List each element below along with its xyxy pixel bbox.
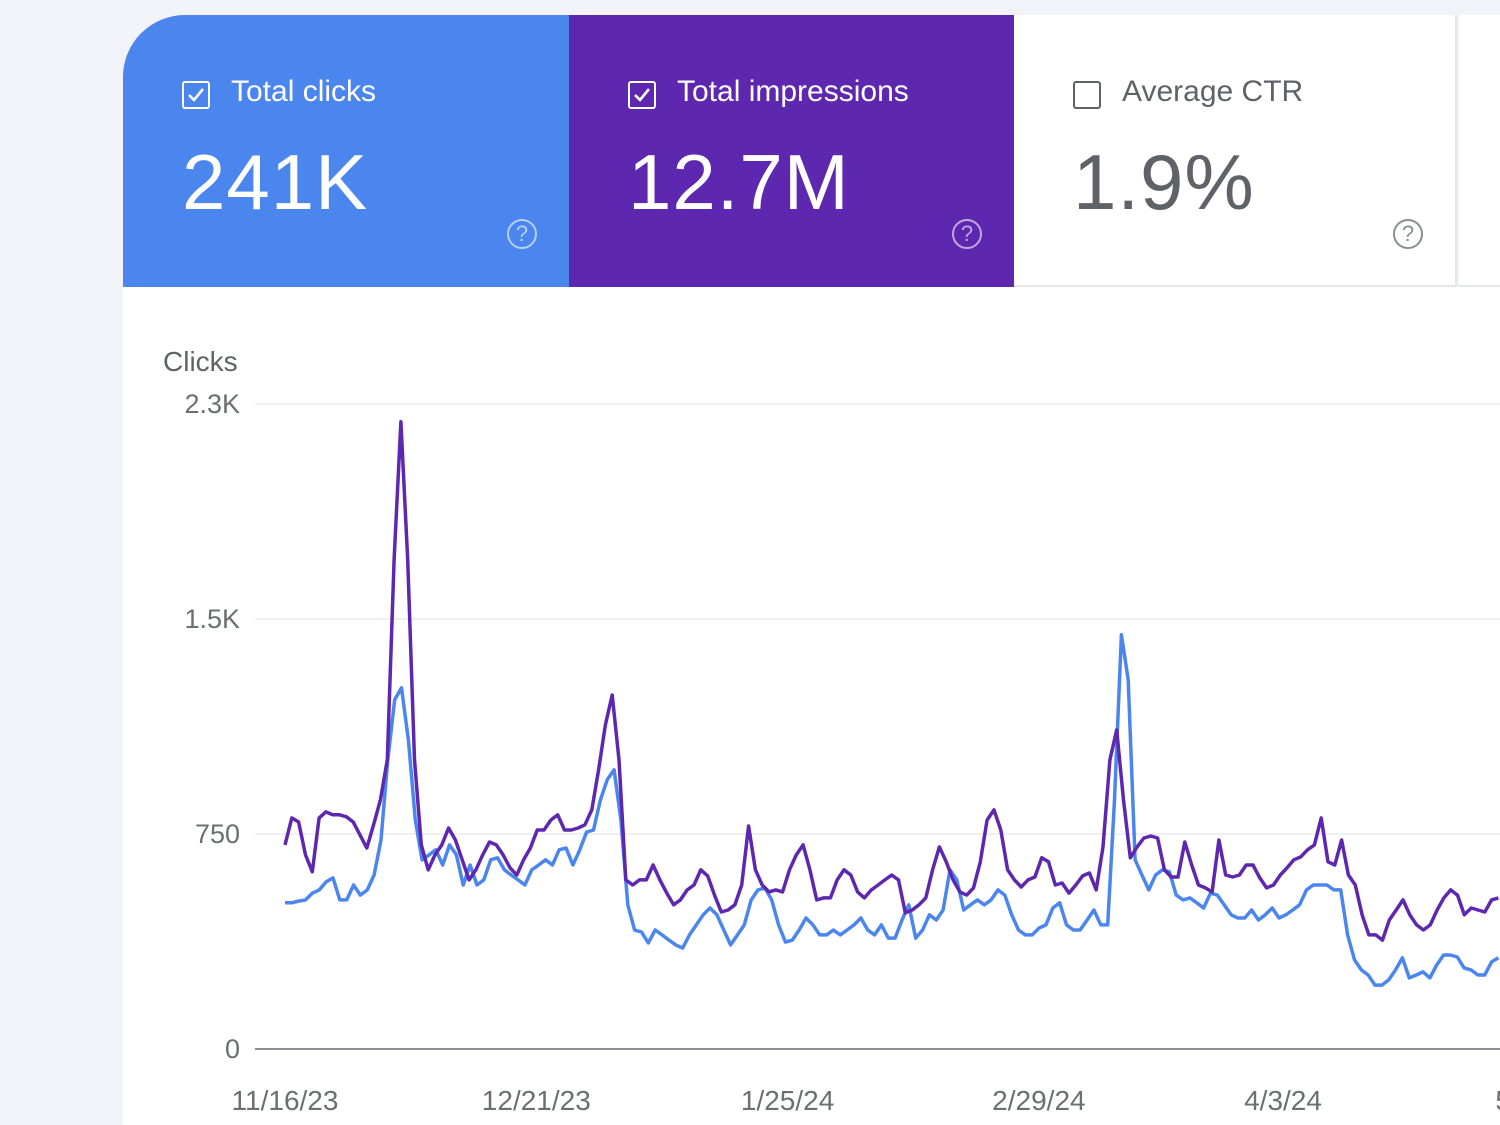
checkbox-checked-icon[interactable]	[628, 81, 656, 109]
metric-card-total-impressions[interactable]: Total impressions 12.7M ?	[569, 15, 1014, 287]
x-tick-label: 12/21/23	[481, 1085, 591, 1116]
x-tick-label: 4/3/24	[1244, 1085, 1322, 1116]
x-tick-label: 11/16/23	[231, 1085, 339, 1116]
help-icon[interactable]: ?	[507, 219, 537, 249]
metric-value: 1.9%	[1073, 138, 1255, 226]
x-tick-label: 1/25/24	[740, 1085, 835, 1116]
y-axis-title: Clicks	[163, 346, 238, 377]
metric-label: Total clicks	[231, 75, 377, 108]
impressions-series-line[interactable]	[283, 420, 1499, 942]
help-icon[interactable]: ?	[952, 219, 982, 249]
performance-chart-panel	[123, 287, 1500, 1125]
y-tick-label: 1.5K	[184, 604, 240, 634]
help-icon[interactable]: ?	[1393, 219, 1423, 249]
y-tick-label: 0	[224, 1034, 240, 1064]
metric-label: Average CTR	[1122, 75, 1304, 108]
metric-card-next[interactable]	[1459, 15, 1500, 287]
x-tick-label: 2/29/24	[992, 1085, 1086, 1116]
checkbox-checked-icon[interactable]	[182, 81, 210, 109]
clicks-series-line[interactable]	[285, 633, 1500, 987]
y-tick-label: 2.3K	[184, 389, 240, 419]
metric-value: 241K	[182, 138, 369, 226]
metric-value: 12.7M	[628, 138, 850, 226]
y-tick-label: 750	[194, 819, 240, 849]
metric-card-average-ctr[interactable]: Average CTR 1.9% ?	[1014, 15, 1457, 287]
metric-label: Total impressions	[677, 75, 909, 108]
checkbox-unchecked-icon[interactable]	[1073, 81, 1101, 109]
x-tick-label: 5/8/24	[1495, 1085, 1500, 1117]
metric-card-total-clicks[interactable]: Total clicks 241K ?	[123, 15, 569, 287]
